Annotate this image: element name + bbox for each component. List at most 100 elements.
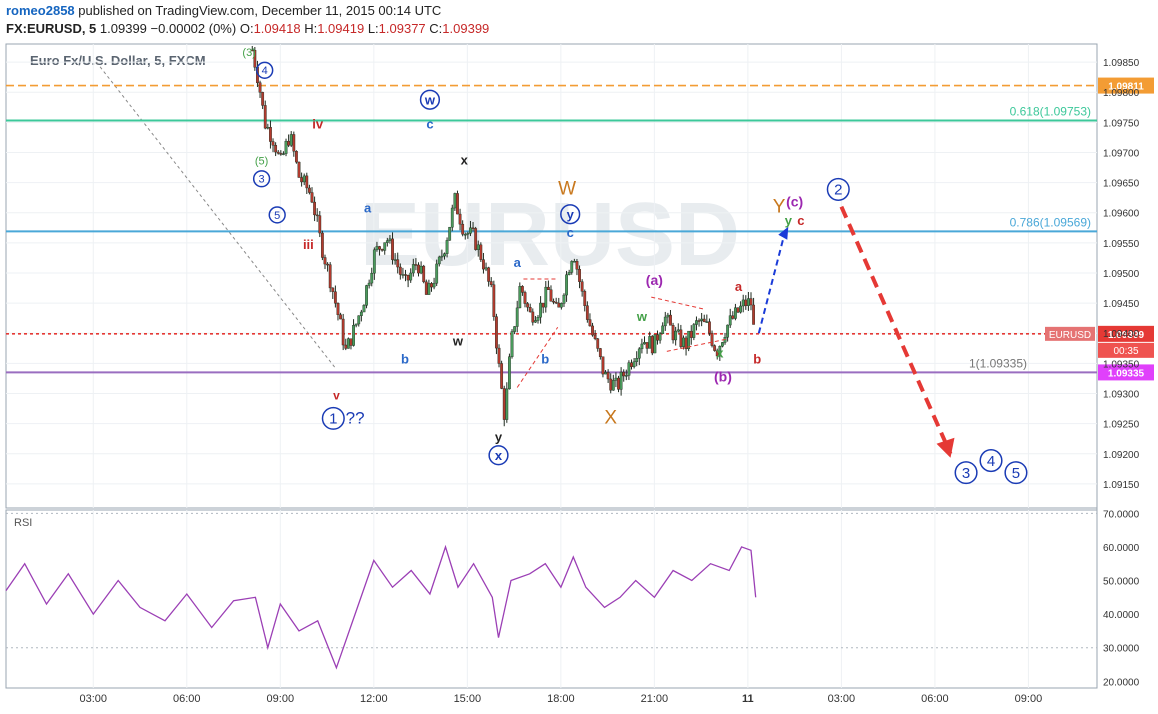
candle-body — [346, 338, 350, 349]
author-link[interactable]: romeo2858 — [6, 3, 75, 18]
wave-label: c — [426, 116, 433, 131]
candle-body — [702, 318, 706, 323]
wave-label: 3 — [259, 174, 265, 186]
candle-body — [736, 307, 740, 313]
wave-label: W — [558, 179, 576, 200]
candle-body — [258, 82, 262, 93]
time-tick-label: 12:00 — [360, 693, 388, 705]
candle-body — [391, 238, 394, 260]
candle-body — [448, 226, 452, 241]
wave-circle — [560, 204, 581, 225]
symbol-tag-label: EURUSD — [1049, 330, 1091, 341]
candle-body — [598, 348, 602, 357]
candle-body — [489, 281, 493, 285]
candle-body — [624, 375, 628, 377]
candle-body — [744, 299, 748, 306]
price-tag — [1098, 364, 1154, 381]
wave-circle — [979, 449, 1003, 473]
candle-body — [417, 264, 420, 274]
wave-label: x — [495, 448, 503, 463]
time-tick-label: 09:00 — [1015, 693, 1043, 705]
wave-circle — [488, 445, 509, 466]
candle-body — [658, 333, 662, 341]
time-tick-label: 09:00 — [267, 693, 295, 705]
candle-body — [627, 362, 631, 376]
candle-body — [487, 267, 491, 282]
candle-body — [617, 377, 620, 390]
candle-body — [528, 307, 532, 313]
rsi-line — [5, 544, 757, 670]
candle-body — [505, 388, 509, 420]
candle-body — [606, 372, 610, 380]
candle-body — [596, 338, 600, 349]
wave-label: b — [401, 351, 409, 366]
candle-body — [419, 265, 423, 274]
candle-body — [396, 259, 400, 268]
wave-circle — [256, 61, 274, 79]
candle-body — [752, 304, 755, 325]
candle-body — [679, 329, 683, 347]
candle-body — [510, 331, 514, 357]
candle-body — [297, 161, 301, 178]
candle-body — [661, 325, 665, 334]
wave-label: a — [514, 255, 522, 270]
time-tick-label: 18:00 — [547, 693, 575, 705]
wave-label: 5 — [274, 210, 280, 222]
candle-body — [435, 263, 439, 284]
close-value: 1.09399 — [442, 21, 490, 36]
triangle-line — [516, 326, 559, 388]
time-tick-label: 03:00 — [828, 693, 856, 705]
wave-label: x — [461, 153, 469, 168]
wave-label: 4 — [987, 453, 995, 470]
wave-label: y — [495, 430, 503, 445]
candle-body — [692, 324, 696, 338]
projection-down-arrowhead — [936, 437, 955, 458]
candle-body — [339, 314, 342, 320]
open-value: 1.09418 — [253, 21, 301, 36]
wave-circle — [419, 89, 441, 110]
candle-body — [637, 348, 641, 359]
candle-body — [302, 175, 306, 183]
candle-body — [409, 272, 413, 281]
wave-label: 3 — [962, 465, 970, 482]
candle-body — [500, 363, 504, 389]
wave-label: w — [452, 333, 464, 348]
candle-body — [398, 266, 402, 275]
candle-body — [526, 303, 530, 308]
candle-body — [687, 330, 691, 350]
wave-label: iv — [312, 116, 324, 131]
rsi-pane — [5, 509, 1098, 689]
candle-body — [697, 320, 701, 322]
publish-info: published on TradingView.com, December 1… — [78, 3, 442, 18]
wave-label: 4 — [262, 65, 268, 77]
ohlc-line: FX:EURUSD, 5 1.09399 −0.00002 (0%) O:1.0… — [6, 21, 489, 36]
candle-body — [310, 192, 314, 203]
price-tick-label: 1.09400 — [1103, 329, 1140, 340]
candle-body — [552, 300, 555, 303]
candle-body — [523, 292, 527, 304]
price-tick-label: 1.09350 — [1103, 359, 1140, 370]
candle-body — [352, 325, 355, 346]
candle-body — [721, 342, 724, 347]
candles — [250, 45, 755, 427]
candle-body — [261, 92, 265, 106]
candle-body — [437, 256, 441, 265]
candle-body — [362, 305, 366, 313]
wave-label: x — [716, 345, 724, 360]
symbol-label: FX:EURUSD, 5 — [6, 21, 97, 36]
candle-body — [463, 234, 467, 236]
triangle-line — [651, 296, 705, 310]
candle-body — [385, 240, 389, 243]
candle-body — [508, 356, 511, 390]
candle-body — [482, 259, 485, 270]
candle-body — [656, 334, 659, 341]
low-value: 1.09377 — [378, 21, 426, 36]
candle-body — [695, 320, 698, 325]
candle-body — [684, 337, 688, 350]
candle-body — [559, 303, 563, 308]
candle-body — [375, 246, 379, 251]
candle-body — [269, 127, 272, 142]
wave-circle — [826, 177, 850, 201]
